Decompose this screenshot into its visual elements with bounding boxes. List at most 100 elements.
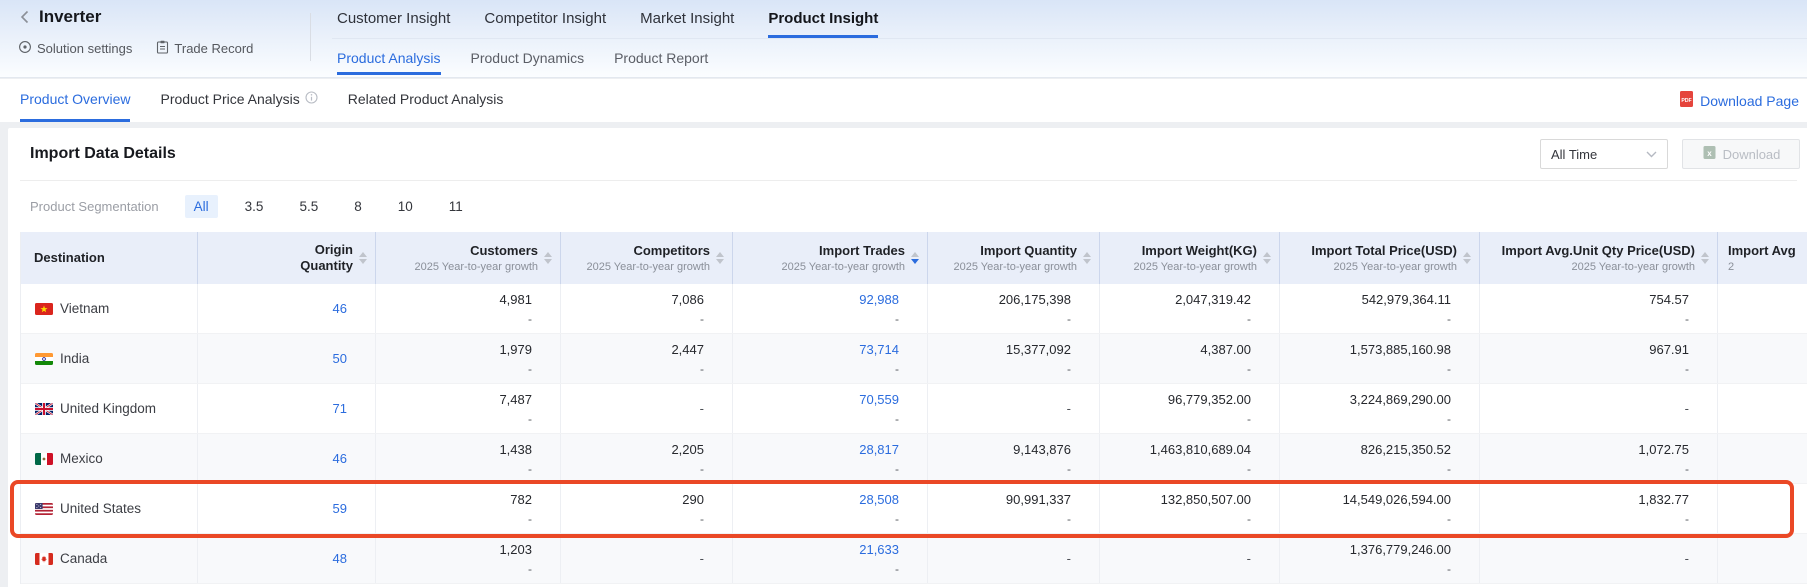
column-header-text: Import Total Price(USD)2025 Year-to-year… xyxy=(1311,243,1457,274)
quantity-cell: 15,377,092- xyxy=(928,334,1100,383)
country-name: United States xyxy=(60,501,141,516)
column-header-total_price[interactable]: Import Total Price(USD)2025 Year-to-year… xyxy=(1280,232,1480,284)
column-header-quantity[interactable]: Import Quantity2025 Year-to-year growth xyxy=(928,232,1100,284)
sort-icons[interactable] xyxy=(911,252,919,264)
sort-icons[interactable] xyxy=(544,252,552,264)
sort-icons[interactable] xyxy=(1263,252,1271,264)
truncated-cell xyxy=(1718,434,1807,483)
table-body: Vietnam464,981-7,086-92,988-206,175,398-… xyxy=(21,284,1807,584)
origin-quantity-cell: 46 xyxy=(198,284,376,333)
sort-icons[interactable] xyxy=(1463,252,1471,264)
column-title-line2: Quantity xyxy=(300,258,353,274)
sort-icons[interactable] xyxy=(1083,252,1091,264)
trades-growth: - xyxy=(895,462,899,476)
sort-asc-icon[interactable] xyxy=(716,252,724,257)
column-subtitle: 2025 Year-to-year growth xyxy=(1311,261,1457,274)
united-kingdom-flag-icon xyxy=(35,403,53,415)
origin-quantity-link[interactable]: 50 xyxy=(333,351,347,366)
origin-quantity-link[interactable]: 71 xyxy=(333,401,347,416)
back-chevron-icon[interactable] xyxy=(18,8,31,26)
trades-value[interactable]: 92,988 xyxy=(859,292,899,308)
trades-value[interactable]: 28,817 xyxy=(859,442,899,458)
sort-desc-icon[interactable] xyxy=(544,259,552,264)
quantity-cell: 206,175,398- xyxy=(928,284,1100,333)
sort-asc-icon[interactable] xyxy=(1263,252,1271,257)
origin-quantity-link[interactable]: 46 xyxy=(333,451,347,466)
segmentation-option-11[interactable]: 11 xyxy=(440,195,472,218)
sort-desc-icon[interactable] xyxy=(1701,259,1709,264)
download-page-label: Download Page xyxy=(1700,93,1799,109)
view-tab-product-overview[interactable]: Product Overview xyxy=(20,79,130,122)
info-icon[interactable] xyxy=(305,91,318,107)
origin-quantity-link[interactable]: 46 xyxy=(333,301,347,316)
segmentation-option-3-5[interactable]: 3.5 xyxy=(236,195,273,218)
sub-tab-product-report[interactable]: Product Report xyxy=(614,44,708,75)
main-tab-product-insight[interactable]: Product Insight xyxy=(768,0,878,38)
sort-icons[interactable] xyxy=(716,252,724,264)
quantity-empty-value: - xyxy=(1067,401,1071,416)
main-tab-customer-insight[interactable]: Customer Insight xyxy=(337,0,450,38)
time-filter-select[interactable]: All Time xyxy=(1540,139,1668,169)
weight-cell: 132,850,507.00- xyxy=(1100,484,1280,533)
sort-desc-icon[interactable] xyxy=(911,259,919,264)
download-page-link[interactable]: PDF Download Page xyxy=(1679,79,1799,122)
top-header-band: Inverter Solution settings Trade Record … xyxy=(0,0,1807,78)
sort-asc-icon[interactable] xyxy=(911,252,919,257)
column-header-avg_price[interactable]: Import Avg.Unit Qty Price(USD)2025 Year-… xyxy=(1480,232,1718,284)
solution-settings-button[interactable]: Solution settings xyxy=(18,40,132,57)
column-header-origin_qty[interactable]: OriginQuantity xyxy=(198,232,376,284)
origin-quantity-cell: 71 xyxy=(198,384,376,433)
trades-cell: 21,633- xyxy=(733,534,928,583)
segmentation-option-all[interactable]: All xyxy=(185,195,218,218)
trades-value[interactable]: 28,508 xyxy=(859,492,899,508)
view-tab-related-product-analysis[interactable]: Related Product Analysis xyxy=(348,79,504,122)
trades-value[interactable]: 70,559 xyxy=(859,392,899,408)
column-header-trades[interactable]: Import Trades2025 Year-to-year growth xyxy=(733,232,928,284)
sort-asc-icon[interactable] xyxy=(359,252,367,257)
avg_price-value: 967.91 xyxy=(1649,342,1689,358)
view-tab-product-price-analysis[interactable]: Product Price Analysis xyxy=(160,79,317,122)
total_price-cell: 14,549,026,594.00- xyxy=(1280,484,1480,533)
trades-value[interactable]: 73,714 xyxy=(859,342,899,358)
sort-asc-icon[interactable] xyxy=(1463,252,1471,257)
quantity-growth: - xyxy=(1067,512,1071,526)
customers-cell: 7,487- xyxy=(376,384,561,433)
origin-quantity-cell: 50 xyxy=(198,334,376,383)
segmentation-option-8[interactable]: 8 xyxy=(345,195,371,218)
column-header-customers[interactable]: Customers2025 Year-to-year growth xyxy=(376,232,561,284)
segmentation-option-5-5[interactable]: 5.5 xyxy=(290,195,327,218)
competitors-growth: - xyxy=(700,362,704,376)
sort-asc-icon[interactable] xyxy=(1701,252,1709,257)
download-button[interactable]: x Download xyxy=(1682,139,1800,169)
sub-tab-product-analysis[interactable]: Product Analysis xyxy=(337,44,441,75)
sort-asc-icon[interactable] xyxy=(1083,252,1091,257)
sort-desc-icon[interactable] xyxy=(1463,259,1471,264)
column-title: Import Avg.Unit Qty Price(USD) xyxy=(1502,243,1695,259)
sub-tab-product-dynamics[interactable]: Product Dynamics xyxy=(471,44,585,75)
weight-growth: - xyxy=(1247,312,1251,326)
sort-desc-icon[interactable] xyxy=(359,259,367,264)
main-tab-market-insight[interactable]: Market Insight xyxy=(640,0,734,38)
sort-desc-icon[interactable] xyxy=(716,259,724,264)
country-name: India xyxy=(60,351,89,366)
origin-quantity-link[interactable]: 48 xyxy=(333,551,347,566)
competitors-empty-value: - xyxy=(700,401,704,416)
sort-desc-icon[interactable] xyxy=(1263,259,1271,264)
avg_price-cell: 754.57- xyxy=(1480,284,1718,333)
customers-cell: 4,981- xyxy=(376,284,561,333)
main-tab-competitor-insight[interactable]: Competitor Insight xyxy=(484,0,606,38)
column-header-weight[interactable]: Import Weight(KG)2025 Year-to-year growt… xyxy=(1100,232,1280,284)
quantity-cell: 90,991,337- xyxy=(928,484,1100,533)
sort-desc-icon[interactable] xyxy=(1083,259,1091,264)
segmentation-option-10[interactable]: 10 xyxy=(389,195,422,218)
trade-record-button[interactable]: Trade Record xyxy=(156,40,253,57)
sort-asc-icon[interactable] xyxy=(544,252,552,257)
weight-empty-value: - xyxy=(1247,551,1251,566)
column-subtitle: 2025 Year-to-year growth xyxy=(586,261,710,274)
sort-icons[interactable] xyxy=(359,252,367,264)
sort-icons[interactable] xyxy=(1701,252,1709,264)
origin-quantity-link[interactable]: 59 xyxy=(333,501,347,516)
column-header-competitors[interactable]: Competitors2025 Year-to-year growth xyxy=(561,232,733,284)
trades-value[interactable]: 21,633 xyxy=(859,542,899,558)
excel-file-icon: x xyxy=(1702,145,1717,163)
